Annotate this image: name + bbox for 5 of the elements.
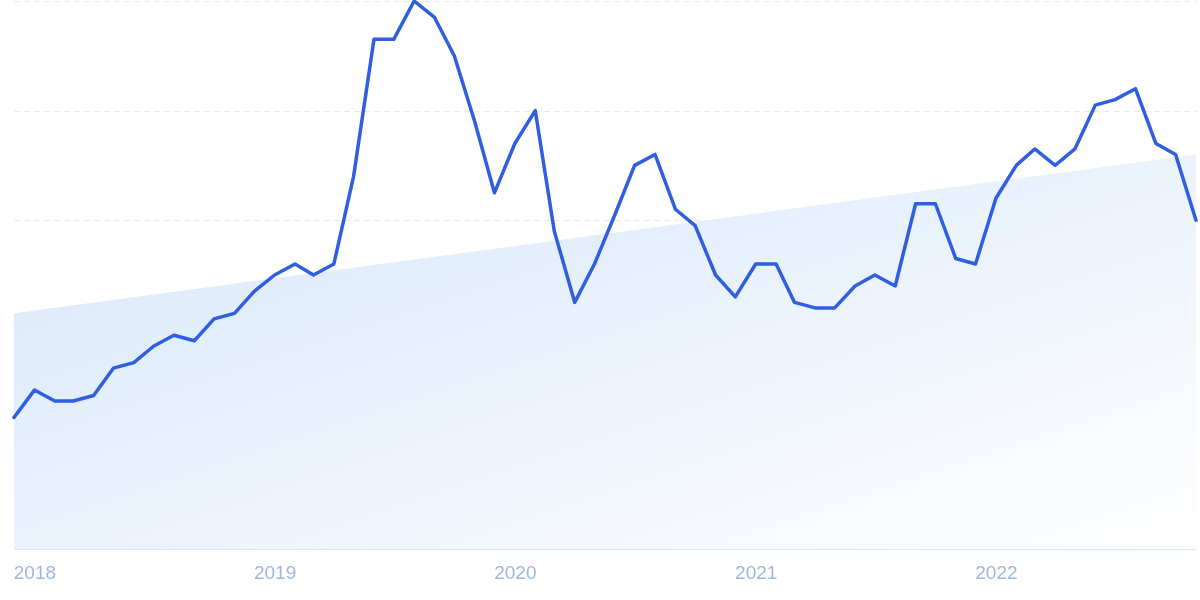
x-tick-label: 2022 — [975, 561, 1018, 583]
x-tick-label: 2020 — [494, 561, 537, 583]
x-tick-label: 2018 — [13, 561, 57, 583]
x-tick-label: 2021 — [735, 561, 778, 583]
x-tick-label: 2019 — [253, 561, 297, 583]
